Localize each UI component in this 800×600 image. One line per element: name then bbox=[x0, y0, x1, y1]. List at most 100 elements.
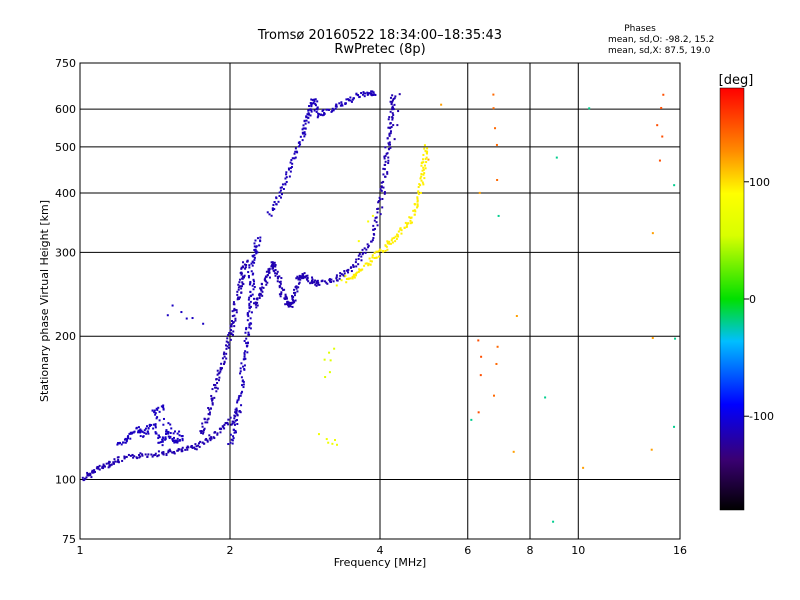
data-point bbox=[512, 450, 515, 453]
data-point bbox=[181, 450, 184, 453]
data-point bbox=[239, 370, 242, 373]
data-point bbox=[240, 271, 243, 274]
data-point bbox=[231, 333, 234, 336]
data-point bbox=[222, 353, 225, 356]
data-point bbox=[287, 167, 290, 170]
data-point bbox=[244, 357, 247, 360]
data-point bbox=[386, 240, 389, 243]
data-point bbox=[340, 279, 343, 282]
data-point bbox=[274, 265, 277, 268]
data-point bbox=[125, 455, 128, 458]
data-point bbox=[223, 360, 226, 363]
data-point bbox=[358, 95, 361, 98]
data-point bbox=[309, 282, 312, 285]
data-point bbox=[307, 121, 310, 124]
data-point bbox=[284, 177, 287, 180]
data-point bbox=[420, 162, 423, 165]
data-point bbox=[235, 410, 238, 413]
data-point bbox=[479, 374, 482, 377]
data-point bbox=[383, 192, 386, 195]
data-point bbox=[295, 277, 298, 280]
data-point bbox=[258, 244, 261, 247]
data-point bbox=[245, 326, 248, 329]
data-point bbox=[297, 277, 300, 280]
data-point bbox=[130, 431, 133, 434]
data-point bbox=[328, 351, 331, 354]
data-point bbox=[376, 211, 379, 214]
data-point bbox=[335, 103, 338, 106]
data-point bbox=[110, 463, 113, 466]
data-point bbox=[165, 429, 168, 432]
data-point bbox=[249, 327, 252, 330]
data-point bbox=[216, 432, 219, 435]
data-point bbox=[226, 337, 229, 340]
data-point bbox=[161, 451, 164, 454]
data-point bbox=[244, 266, 247, 269]
data-point bbox=[185, 317, 188, 320]
data-point bbox=[251, 293, 254, 296]
data-point bbox=[246, 342, 249, 345]
data-point bbox=[156, 408, 159, 411]
stats-heading: Phases bbox=[624, 24, 656, 34]
data-point bbox=[390, 239, 393, 242]
data-point bbox=[322, 108, 325, 111]
data-point bbox=[294, 147, 297, 150]
data-point bbox=[86, 474, 89, 477]
data-point bbox=[268, 276, 271, 279]
data-point bbox=[313, 98, 316, 101]
data-point bbox=[156, 416, 159, 419]
data-point bbox=[349, 99, 352, 102]
data-point bbox=[249, 300, 252, 303]
data-point bbox=[335, 276, 338, 279]
data-point bbox=[168, 437, 171, 440]
data-point bbox=[161, 439, 164, 442]
data-point bbox=[165, 432, 168, 435]
data-point bbox=[208, 411, 211, 414]
data-point bbox=[316, 116, 319, 119]
data-point bbox=[369, 260, 372, 263]
data-point bbox=[253, 297, 256, 300]
data-point bbox=[249, 280, 252, 283]
data-point bbox=[422, 183, 425, 186]
data-point bbox=[416, 205, 419, 208]
data-point bbox=[114, 460, 117, 463]
data-point bbox=[191, 317, 194, 320]
data-point bbox=[243, 364, 246, 367]
data-point bbox=[260, 293, 263, 296]
data-point bbox=[247, 276, 250, 279]
data-point bbox=[417, 186, 420, 189]
data-point bbox=[231, 315, 234, 318]
data-point bbox=[233, 417, 236, 420]
data-point bbox=[231, 442, 234, 445]
data-point bbox=[285, 180, 288, 183]
data-point bbox=[295, 287, 298, 290]
data-point bbox=[311, 276, 314, 279]
data-point bbox=[357, 254, 360, 257]
data-point bbox=[331, 110, 334, 113]
data-point bbox=[215, 390, 218, 393]
data-point bbox=[235, 418, 238, 421]
data-point bbox=[169, 423, 172, 426]
data-point bbox=[123, 456, 126, 459]
data-point bbox=[233, 431, 236, 434]
data-point bbox=[129, 431, 132, 434]
data-point bbox=[229, 441, 232, 444]
data-point bbox=[375, 256, 378, 259]
data-point bbox=[129, 437, 132, 440]
data-point bbox=[387, 142, 390, 145]
data-point bbox=[253, 258, 256, 261]
data-point bbox=[237, 288, 240, 291]
data-point bbox=[133, 430, 136, 433]
data-point bbox=[141, 454, 144, 457]
data-point bbox=[236, 293, 239, 296]
data-point bbox=[285, 176, 288, 179]
data-point bbox=[331, 442, 334, 445]
data-point bbox=[310, 110, 313, 113]
data-point bbox=[160, 441, 163, 444]
data-point bbox=[388, 240, 391, 243]
data-point bbox=[660, 106, 663, 109]
data-point bbox=[321, 114, 324, 117]
data-point bbox=[231, 439, 234, 442]
data-point bbox=[98, 468, 101, 471]
chart-title: Tromsø 20160522 18:34:00–18:35:43 bbox=[257, 28, 502, 43]
